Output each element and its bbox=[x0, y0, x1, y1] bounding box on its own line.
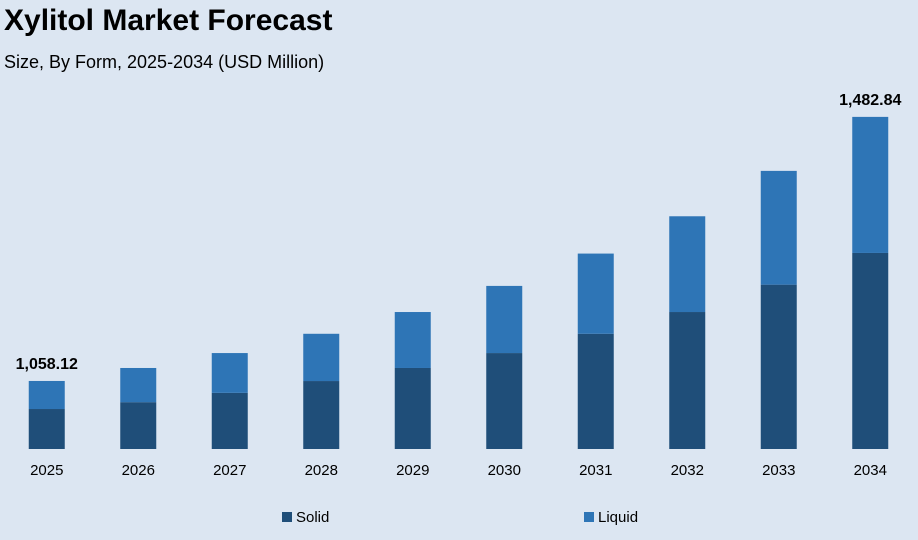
bar-segment bbox=[486, 285, 523, 354]
bar-segment bbox=[486, 353, 523, 449]
x-tick-label: 2029 bbox=[396, 462, 429, 479]
legend-label: Liquid bbox=[598, 509, 638, 526]
bar-segment bbox=[760, 284, 797, 449]
x-tick-label: 2025 bbox=[30, 462, 63, 479]
bar-segment bbox=[852, 116, 889, 253]
x-tick-label: 2031 bbox=[579, 462, 612, 479]
x-tick-label: 2026 bbox=[122, 462, 155, 479]
total-label: 1,482.84 bbox=[839, 92, 901, 109]
bar-segment bbox=[211, 392, 248, 449]
bar-segment bbox=[852, 252, 889, 449]
bar-segment bbox=[669, 216, 706, 313]
chart-subtitle: Size, By Form, 2025-2034 (USD Million) bbox=[4, 52, 324, 72]
bar-segment bbox=[211, 353, 248, 393]
x-tick-label: 2028 bbox=[305, 462, 338, 479]
bar-segment bbox=[577, 253, 614, 334]
bar-segment bbox=[577, 333, 614, 449]
x-tick-label: 2033 bbox=[762, 462, 795, 479]
bar-segment bbox=[28, 409, 65, 449]
bar-segment bbox=[760, 170, 797, 285]
bar-segment bbox=[120, 402, 157, 449]
legend-swatch bbox=[584, 512, 594, 522]
bar-segment bbox=[394, 367, 431, 449]
bar-segment bbox=[120, 367, 157, 403]
legend-swatch bbox=[282, 512, 292, 522]
bar-segment bbox=[669, 312, 706, 449]
legend-label: Solid bbox=[296, 509, 329, 526]
bar-segment bbox=[394, 312, 431, 368]
bar-segment bbox=[303, 381, 340, 449]
bar-segment bbox=[28, 380, 65, 410]
x-tick-label: 2030 bbox=[488, 462, 521, 479]
chart-title: Xylitol Market Forecast bbox=[4, 4, 332, 37]
x-tick-label: 2032 bbox=[671, 462, 704, 479]
total-label: 1,058.12 bbox=[16, 356, 78, 373]
x-tick-label: 2034 bbox=[854, 462, 887, 479]
x-tick-label: 2027 bbox=[213, 462, 246, 479]
bar-segment bbox=[303, 333, 340, 382]
